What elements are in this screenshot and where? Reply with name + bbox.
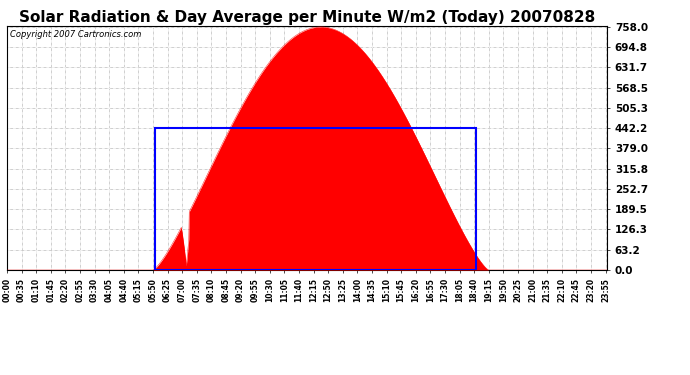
Title: Solar Radiation & Day Average per Minute W/m2 (Today) 20070828: Solar Radiation & Day Average per Minute… — [19, 10, 595, 25]
Bar — [155, 128, 476, 270]
Text: Copyright 2007 Cartronics.com: Copyright 2007 Cartronics.com — [10, 30, 141, 39]
